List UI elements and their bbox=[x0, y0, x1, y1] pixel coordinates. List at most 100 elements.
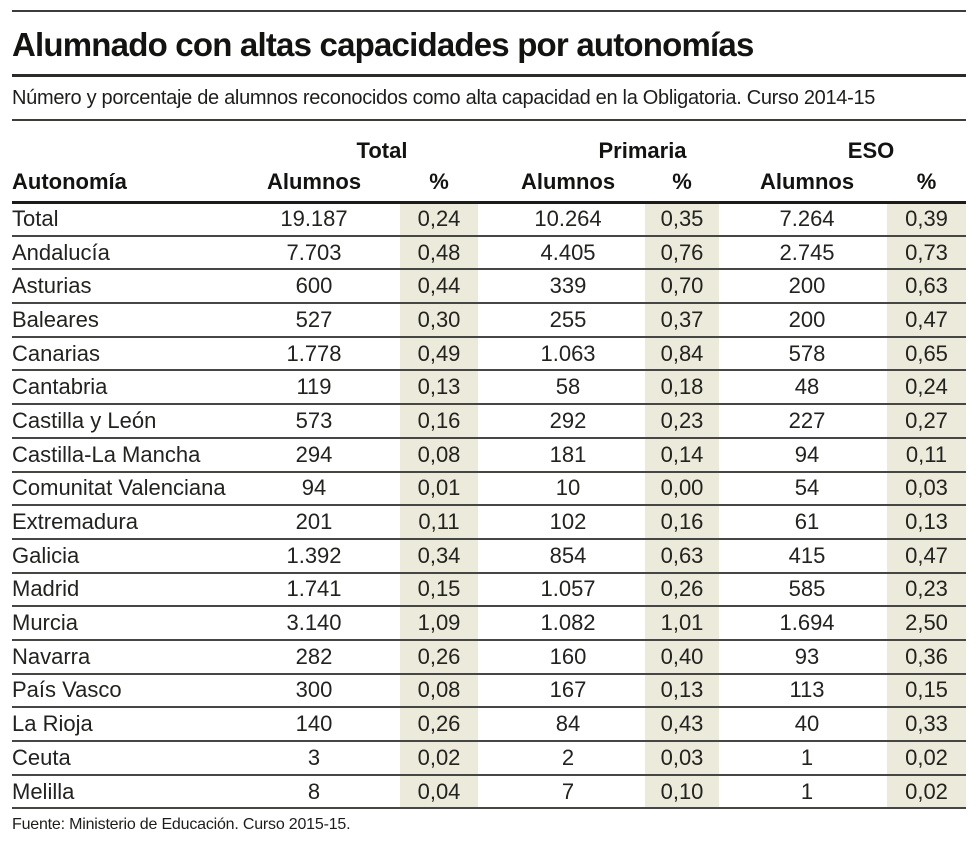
group-header-total: Total bbox=[356, 138, 408, 163]
table-row: Ceuta 3 0,02 2 0,03 1 0,02 bbox=[12, 741, 967, 776]
cell-primaria-alumnos: 7 bbox=[478, 774, 646, 810]
cell-eso-pct: 0,11 bbox=[887, 437, 967, 473]
table-row: Navarra 282 0,26 160 0,40 93 0,36 bbox=[12, 639, 967, 675]
table-row: Total 19.187 0,24 10.264 0,35 7.264 0,39 bbox=[12, 202, 967, 237]
cell-autonomia: Murcia bbox=[12, 606, 248, 641]
page-subtitle: Número y porcentaje de alumnos reconocid… bbox=[12, 87, 876, 109]
table-row: Canarias 1.778 0,49 1.063 0,84 578 0,65 bbox=[12, 336, 967, 372]
cell-eso-pct: 2,50 bbox=[887, 606, 967, 641]
table-row: Galicia 1.392 0,34 854 0,63 415 0,47 bbox=[12, 538, 967, 574]
cell-eso-pct: 0,27 bbox=[887, 404, 967, 439]
cell-total-pct: 0,44 bbox=[400, 269, 479, 305]
table-row: Baleares 527 0,30 255 0,37 200 0,47 bbox=[12, 303, 967, 338]
table-row: La Rioja 140 0,26 84 0,43 40 0,33 bbox=[12, 707, 967, 742]
column-header-eso-pct: % bbox=[887, 168, 967, 204]
column-header-total-alumnos: Alumnos bbox=[248, 168, 400, 204]
cell-autonomia: Castilla-La Mancha bbox=[12, 437, 248, 473]
cell-eso-alumnos: 1.694 bbox=[719, 606, 888, 641]
cell-total-pct: 0,30 bbox=[400, 303, 479, 338]
cell-primaria-pct: 0,16 bbox=[645, 505, 720, 540]
cell-eso-pct: 0,47 bbox=[887, 538, 967, 574]
cell-primaria-alumnos: 102 bbox=[478, 505, 646, 540]
cell-total-pct: 0,26 bbox=[400, 639, 479, 675]
table-row: Comunitat Valenciana 94 0,01 10 0,00 54 … bbox=[12, 471, 967, 507]
cell-primaria-pct: 0,26 bbox=[645, 572, 720, 608]
cell-eso-alumnos: 200 bbox=[719, 303, 888, 338]
cell-primaria-alumnos: 1.063 bbox=[478, 336, 646, 372]
cell-total-alumnos: 201 bbox=[248, 505, 400, 540]
cell-primaria-alumnos: 181 bbox=[478, 437, 646, 473]
cell-primaria-pct: 0,00 bbox=[645, 471, 720, 507]
cell-eso-pct: 0,24 bbox=[887, 370, 967, 406]
cell-eso-alumnos: 415 bbox=[719, 538, 888, 574]
cell-primaria-alumnos: 1.057 bbox=[478, 572, 646, 608]
cell-primaria-pct: 0,63 bbox=[645, 538, 720, 574]
cell-eso-alumnos: 113 bbox=[719, 673, 888, 709]
cell-total-pct: 1,09 bbox=[400, 606, 479, 641]
cell-autonomia: País Vasco bbox=[12, 673, 248, 709]
cell-eso-pct: 0,23 bbox=[887, 572, 967, 608]
cell-primaria-pct: 0,18 bbox=[645, 370, 720, 406]
cell-total-alumnos: 94 bbox=[248, 471, 400, 507]
cell-autonomia: Ceuta bbox=[12, 741, 248, 776]
cell-primaria-alumnos: 4.405 bbox=[478, 235, 646, 271]
cell-total-pct: 0,15 bbox=[400, 572, 479, 608]
group-header-spacer bbox=[12, 121, 248, 168]
cell-primaria-pct: 0,23 bbox=[645, 404, 720, 439]
table-body: Total 19.187 0,24 10.264 0,35 7.264 0,39… bbox=[12, 202, 967, 810]
title-rule bbox=[12, 74, 966, 77]
cell-total-alumnos: 3.140 bbox=[248, 606, 400, 641]
cell-total-alumnos: 300 bbox=[248, 673, 400, 709]
table-row: Madrid 1.741 0,15 1.057 0,26 585 0,23 bbox=[12, 572, 967, 608]
cell-primaria-alumnos: 854 bbox=[478, 538, 646, 574]
cell-eso-alumnos: 578 bbox=[719, 336, 888, 372]
cell-primaria-pct: 1,01 bbox=[645, 606, 720, 641]
cell-primaria-pct: 0,35 bbox=[645, 202, 720, 237]
cell-eso-alumnos: 54 bbox=[719, 471, 888, 507]
data-table: Total Primaria ESO Autonomía Alumnos % A… bbox=[12, 121, 967, 810]
table-row: Cantabria 119 0,13 58 0,18 48 0,24 bbox=[12, 370, 967, 406]
cell-primaria-pct: 0,14 bbox=[645, 437, 720, 473]
cell-eso-pct: 0,02 bbox=[887, 741, 967, 776]
cell-autonomia: Galicia bbox=[12, 538, 248, 574]
cell-eso-pct: 0,36 bbox=[887, 639, 967, 675]
cell-eso-alumnos: 7.264 bbox=[719, 202, 888, 237]
cell-primaria-alumnos: 339 bbox=[478, 269, 646, 305]
source-note: Fuente: Ministerio de Educación. Curso 2… bbox=[12, 816, 351, 834]
cell-eso-pct: 0,65 bbox=[887, 336, 967, 372]
column-header-primaria-alumnos: Alumnos bbox=[478, 168, 646, 204]
cell-total-pct: 0,26 bbox=[400, 707, 479, 742]
cell-eso-alumnos: 61 bbox=[719, 505, 888, 540]
cell-autonomia: Castilla y León bbox=[12, 404, 248, 439]
subtitle-rule bbox=[12, 119, 966, 121]
cell-primaria-alumnos: 1.082 bbox=[478, 606, 646, 641]
infographic: Alumnado con altas capacidades por auton… bbox=[0, 10, 980, 834]
cell-eso-pct: 0,02 bbox=[887, 774, 967, 810]
cell-eso-pct: 0,73 bbox=[887, 235, 967, 271]
cell-autonomia: Canarias bbox=[12, 336, 248, 372]
cell-primaria-alumnos: 167 bbox=[478, 673, 646, 709]
cell-total-pct: 0,49 bbox=[400, 336, 479, 372]
cell-total-pct: 0,34 bbox=[400, 538, 479, 574]
cell-autonomia: Baleares bbox=[12, 303, 248, 338]
cell-primaria-alumnos: 2 bbox=[478, 741, 646, 776]
cell-total-pct: 0,24 bbox=[400, 202, 479, 237]
cell-eso-pct: 0,13 bbox=[887, 505, 967, 540]
cell-eso-alumnos: 48 bbox=[719, 370, 888, 406]
cell-total-alumnos: 294 bbox=[248, 437, 400, 473]
cell-total-alumnos: 600 bbox=[248, 269, 400, 305]
cell-eso-alumnos: 93 bbox=[719, 639, 888, 675]
cell-total-pct: 0,04 bbox=[400, 774, 479, 810]
cell-eso-alumnos: 1 bbox=[719, 741, 888, 776]
cell-total-alumnos: 282 bbox=[248, 639, 400, 675]
cell-eso-pct: 0,39 bbox=[887, 202, 967, 237]
cell-eso-alumnos: 1 bbox=[719, 774, 888, 810]
group-header-row: Total Primaria ESO bbox=[12, 121, 966, 168]
cell-primaria-alumnos: 58 bbox=[478, 370, 646, 406]
table-row: Castilla-La Mancha 294 0,08 181 0,14 94 … bbox=[12, 437, 967, 473]
cell-autonomia: Comunitat Valenciana bbox=[12, 471, 248, 507]
table-row: País Vasco 300 0,08 167 0,13 113 0,15 bbox=[12, 673, 967, 709]
cell-total-pct: 0,02 bbox=[400, 741, 479, 776]
table-row: Extremadura 201 0,11 102 0,16 61 0,13 bbox=[12, 505, 967, 540]
table-row: Murcia 3.140 1,09 1.082 1,01 1.694 2,50 bbox=[12, 606, 967, 641]
